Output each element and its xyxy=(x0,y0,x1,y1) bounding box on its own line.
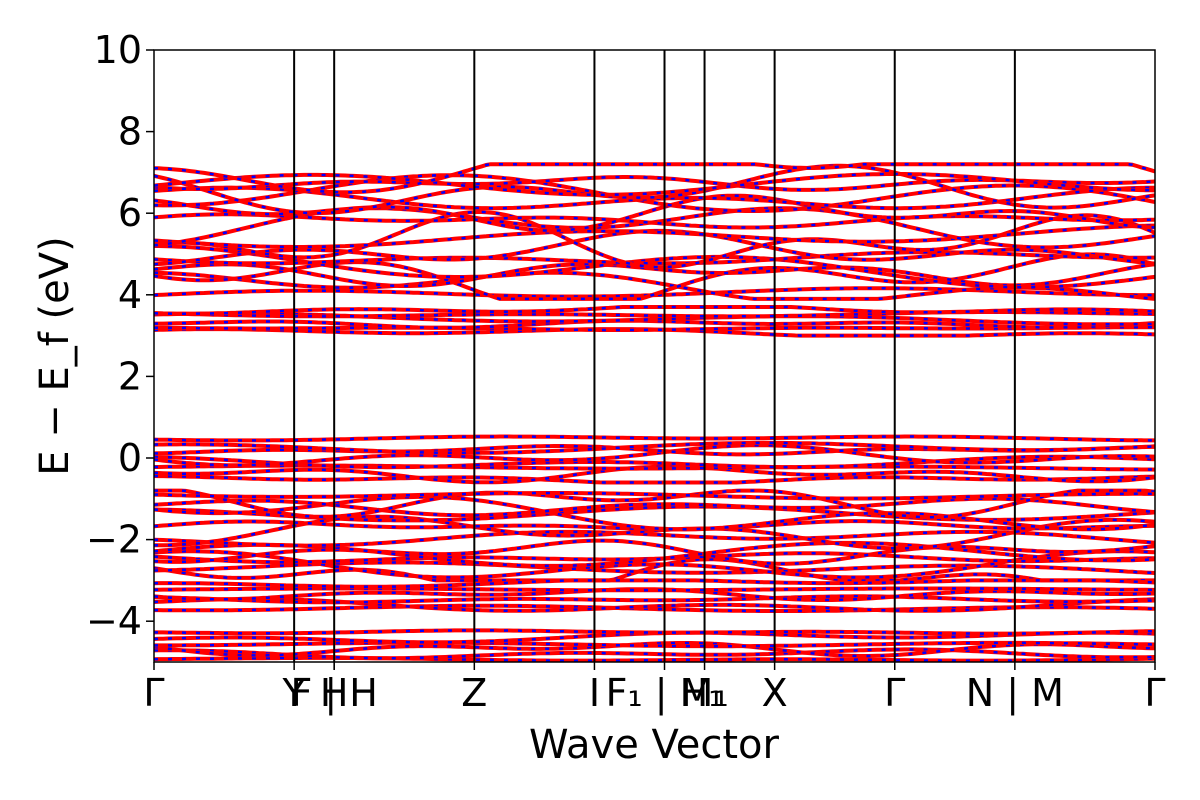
band-line-spin-up xyxy=(154,454,1155,470)
x-tick-label: Y xyxy=(282,671,307,715)
band-line-spin-up xyxy=(154,655,1155,662)
y-tick-label: 10 xyxy=(94,28,142,72)
x-tick-label: F | H xyxy=(290,671,377,716)
x-tick-label: N | M xyxy=(966,671,1064,716)
bands-layer xyxy=(154,162,1155,662)
x-tick-label: M₁ xyxy=(681,671,729,715)
y-tick-label: 8 xyxy=(118,110,142,154)
y-tick-label: 4 xyxy=(118,273,142,317)
band-line-spin-down xyxy=(154,162,1155,194)
band-line-spin-down xyxy=(154,558,1155,582)
band-line-spin-up xyxy=(154,641,1155,658)
band-line-spin-up xyxy=(154,270,1155,301)
band-line-spin-down xyxy=(154,244,1155,289)
x-tick-label: X xyxy=(762,671,788,715)
x-tick-label: F₁ | H₁ xyxy=(606,671,724,716)
x-tick-label: I xyxy=(589,671,600,715)
band-line-spin-down xyxy=(154,194,1155,232)
band-line-spin-up xyxy=(154,474,1155,485)
band-line-spin-up xyxy=(154,647,1155,661)
x-tick-label: H xyxy=(320,671,349,715)
x-axis-title: Wave Vector xyxy=(529,722,780,768)
y-tick-label: 2 xyxy=(118,354,142,398)
x-tick-label: Z xyxy=(461,671,487,715)
band-line-spin-up xyxy=(154,212,1155,230)
band-line-spin-up xyxy=(154,250,1155,266)
x-tick-label: Γ xyxy=(884,671,905,715)
high-symmetry-lines xyxy=(293,50,1016,662)
band-line-spin-up xyxy=(154,223,1155,249)
band-line-spin-down xyxy=(154,210,1155,269)
plot-frame xyxy=(153,49,1156,663)
band-line-spin-up xyxy=(154,491,1155,501)
band-line-spin-down xyxy=(154,173,1155,213)
y-axis-title: E − E_f (eV) xyxy=(32,236,78,475)
y-tick-label: 0 xyxy=(118,436,142,480)
band-line-spin-up xyxy=(154,538,1155,566)
band-line-spin-up xyxy=(154,443,1155,468)
band-line-spin-up xyxy=(154,529,1155,548)
band-line-spin-up xyxy=(154,594,1155,605)
band-line-spin-up xyxy=(154,496,1155,518)
band-line-spin-up xyxy=(154,305,1155,316)
band-line-spin-up xyxy=(154,640,1155,649)
band-line-spin-up xyxy=(154,172,1155,197)
band-line-spin-up xyxy=(154,440,1155,455)
y-tick-label: −2 xyxy=(86,518,142,562)
y-axis: −4 −2 0 2 4 6 8 10 xyxy=(86,28,154,643)
x-tick-label: Γ xyxy=(1144,671,1165,715)
band-line-spin-up xyxy=(154,434,1155,443)
y-tick-label: 6 xyxy=(118,191,142,235)
y-tick-label: −4 xyxy=(86,599,142,643)
band-line-spin-up xyxy=(154,578,1155,589)
band-line-spin-up xyxy=(154,325,1155,332)
band-line-spin-up xyxy=(154,549,1155,580)
x-tick-label: Γ xyxy=(143,671,164,715)
band-line-spin-up xyxy=(154,586,1155,593)
band-line-spin-down xyxy=(154,489,1155,519)
band-line-spin-down xyxy=(154,164,1155,215)
band-line-spin-up xyxy=(154,628,1155,636)
